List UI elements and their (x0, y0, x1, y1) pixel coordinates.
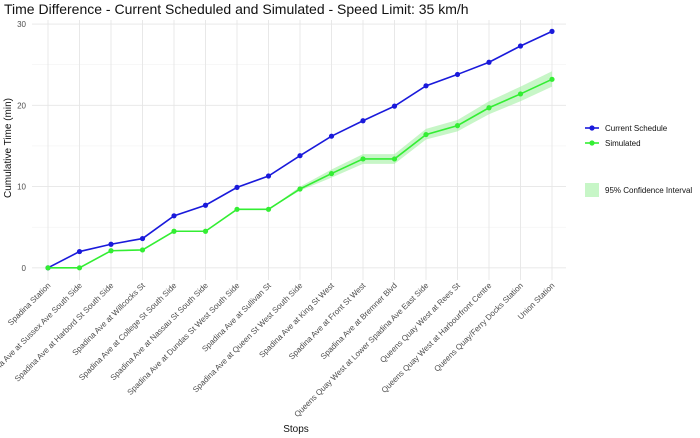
current-schedule-point (76, 248, 83, 255)
y-tick-labels: 0 10 20 30 (17, 20, 26, 273)
current-schedule-point (423, 83, 429, 89)
simulated-point (391, 156, 398, 162)
current-schedule-point (486, 59, 492, 65)
simulated-point (486, 105, 492, 111)
current-schedule-point (328, 133, 335, 139)
current-schedule-point (202, 202, 209, 208)
simulated-point (76, 265, 83, 271)
simulated-point (139, 247, 146, 253)
current-schedule-point (391, 103, 398, 109)
y-axis-title: Cumulative Time (min) (3, 98, 14, 198)
series-points (45, 28, 555, 271)
current-schedule-point (297, 153, 303, 159)
current-schedule-point (360, 118, 366, 124)
simulated-point (423, 131, 429, 138)
simulated-point (549, 76, 555, 82)
simulated-point (45, 265, 51, 271)
current-schedule-point (234, 184, 240, 190)
simulated-point (328, 170, 335, 177)
simulated-point (234, 206, 240, 212)
current-schedule-point (265, 173, 272, 179)
simulated-point (265, 206, 272, 212)
grid (32, 20, 566, 280)
current-schedule-point (171, 213, 177, 219)
x-tick-label: Spadina Ave at Queen St West South Side (191, 281, 305, 395)
simulated-point (517, 91, 524, 97)
simulated-point (360, 156, 366, 162)
chart-title: Time Difference - Current Scheduled and … (4, 1, 469, 17)
legend-label-confidence-interval: 95% Confidence Interval (605, 186, 692, 195)
simulated-point (297, 186, 303, 192)
simulated-point (171, 228, 177, 234)
legend: Current Schedule Simulated 95% Confidence … (585, 124, 692, 197)
current-schedule-point (549, 28, 555, 34)
legend-key-confidence-interval (585, 183, 599, 197)
simulated-point (454, 123, 461, 129)
legend-label-current-schedule: Current Schedule (605, 124, 668, 133)
current-schedule-point (517, 43, 524, 49)
current-schedule-point (108, 241, 114, 247)
simulated-point (108, 248, 114, 254)
legend-marker-simulated (589, 140, 595, 146)
legend-label-simulated: Simulated (605, 139, 641, 148)
current-schedule-point (454, 71, 461, 78)
y-tick-label: 20 (17, 101, 26, 110)
x-axis-title: Stops (283, 424, 309, 435)
y-tick-label: 0 (22, 264, 27, 273)
y-tick-label: 10 (17, 183, 26, 192)
x-tick-label: Spadina Ave at Dundas St West South Side (126, 281, 242, 397)
current-schedule-point (139, 235, 146, 242)
y-tick-label: 30 (17, 20, 26, 29)
x-tick-label: Queens Quay West at Harbourfront Centre (380, 281, 494, 395)
simulated-point (202, 228, 209, 234)
legend-marker-current-schedule (589, 125, 595, 131)
